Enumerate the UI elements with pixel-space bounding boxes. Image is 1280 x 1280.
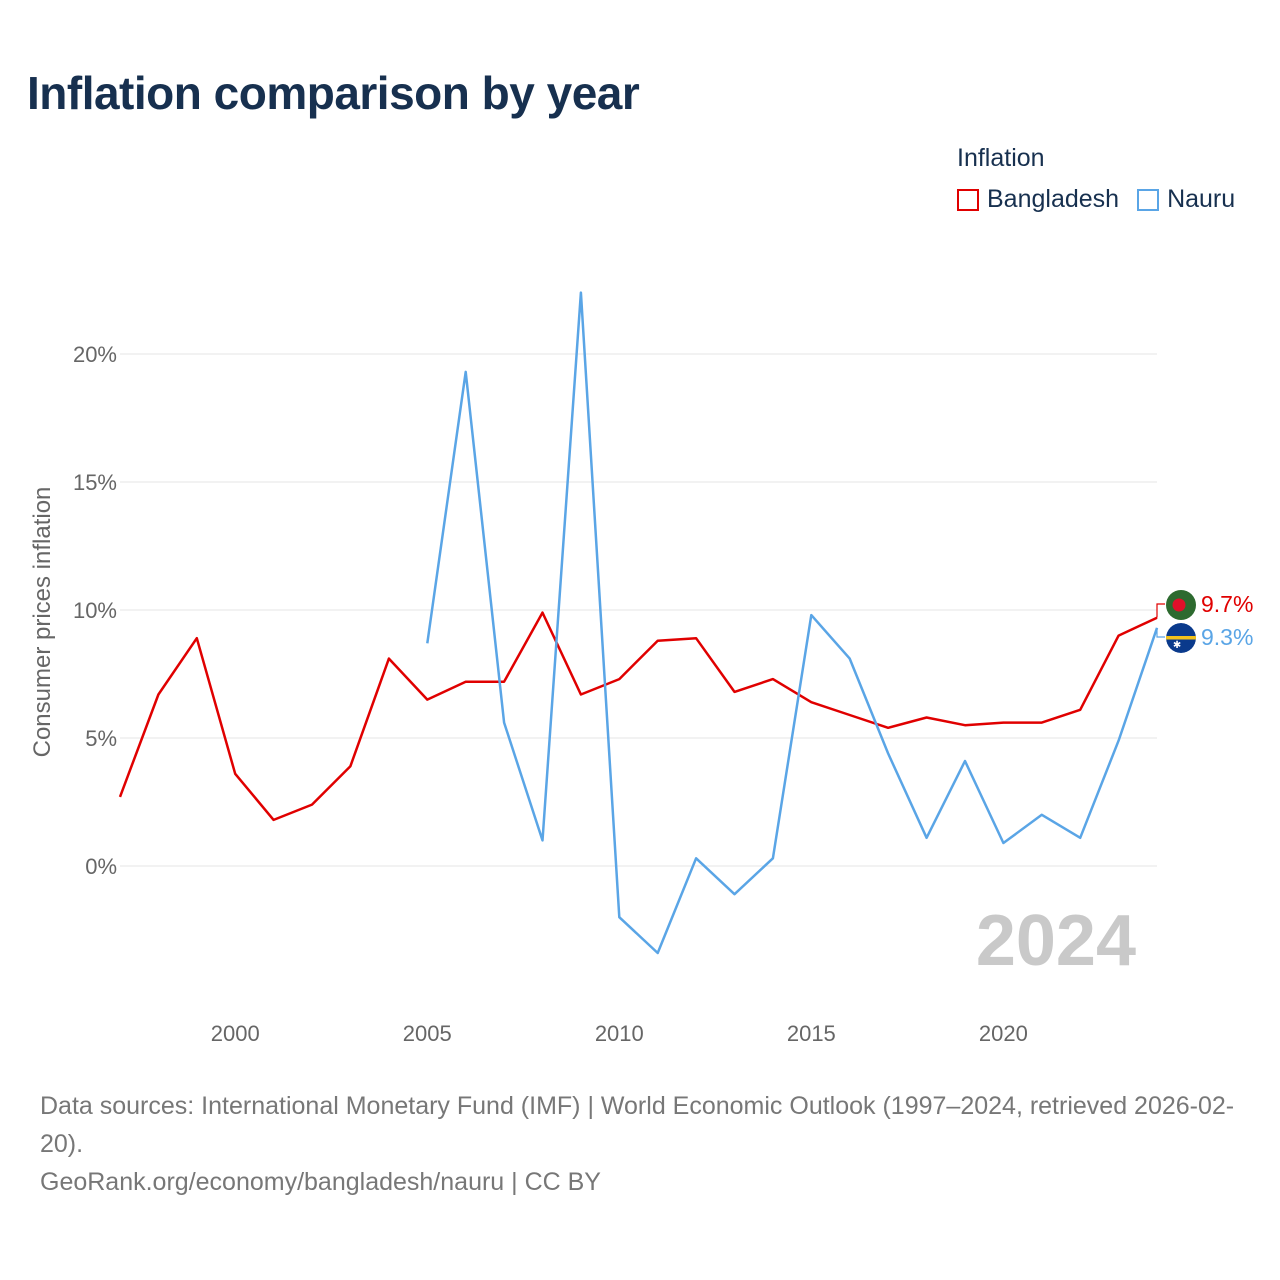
x-tick-labels: 2000 2005 2010 2015 2020	[211, 1021, 1028, 1046]
y-tick-label: 15%	[73, 470, 117, 495]
end-markers: ✱	[1166, 590, 1196, 653]
y-tick-labels: 0% 5% 10% 15% 20%	[73, 342, 117, 879]
x-tick-label: 2015	[787, 1021, 836, 1046]
y-tick-label: 20%	[73, 342, 117, 367]
legend-item-nauru[interactable]: Nauru	[1137, 185, 1235, 214]
legend-title: Inflation	[957, 144, 1045, 172]
legend-swatch-nauru	[1137, 188, 1160, 211]
end-connector-nauru	[1156, 627, 1165, 638]
chart-title: Inflation comparison by year	[27, 67, 640, 119]
grid-lines	[120, 353, 1157, 867]
legend-swatch-bangladesh	[957, 188, 979, 211]
x-tick-label: 2000	[211, 1021, 260, 1046]
footer-credit: GeoRank.org/economy/bangladesh/nauru | C…	[40, 1168, 601, 1196]
legend-label-bangladesh: Bangladesh	[987, 185, 1120, 213]
inflation-line-chart: 0% 5% 10% 15% 20% 2000 2005 2010 2015 2020 Consu…	[29, 291, 1253, 1046]
footer: Data sources: International Monetary Fun…	[40, 1087, 1250, 1201]
x-tick-label: 2010	[595, 1021, 644, 1046]
series-lines: 9.7% 9.3%	[118, 291, 1253, 955]
y-tick-label: 0%	[85, 854, 117, 879]
y-axis-label: Consumer prices inflation	[29, 487, 56, 758]
end-value-label-nauru: 9.3%	[1201, 624, 1253, 650]
series-line-nauru[interactable]	[426, 291, 1159, 955]
series-line-bangladesh[interactable]	[118, 611, 1158, 822]
footer-sources: Data sources: International Monetary Fun…	[40, 1092, 1235, 1158]
end-value-label-bangladesh: 9.7%	[1201, 591, 1253, 617]
x-tick-label: 2005	[403, 1021, 452, 1046]
bangladesh-flag-icon	[1166, 590, 1196, 620]
end-connector-bangladesh	[1156, 603, 1165, 618]
nauru-flag-icon: ✱	[1166, 623, 1196, 653]
legend-item-bangladesh[interactable]: Bangladesh	[957, 185, 1119, 214]
current-year-label: 2024	[976, 901, 1136, 981]
legend-label-nauru: Nauru	[1167, 185, 1236, 213]
legend: Bangladesh Nauru	[957, 185, 1253, 214]
y-tick-label: 5%	[85, 726, 117, 751]
y-tick-label: 10%	[73, 598, 117, 623]
x-tick-label: 2020	[979, 1021, 1028, 1046]
svg-text:✱: ✱	[1173, 640, 1181, 651]
